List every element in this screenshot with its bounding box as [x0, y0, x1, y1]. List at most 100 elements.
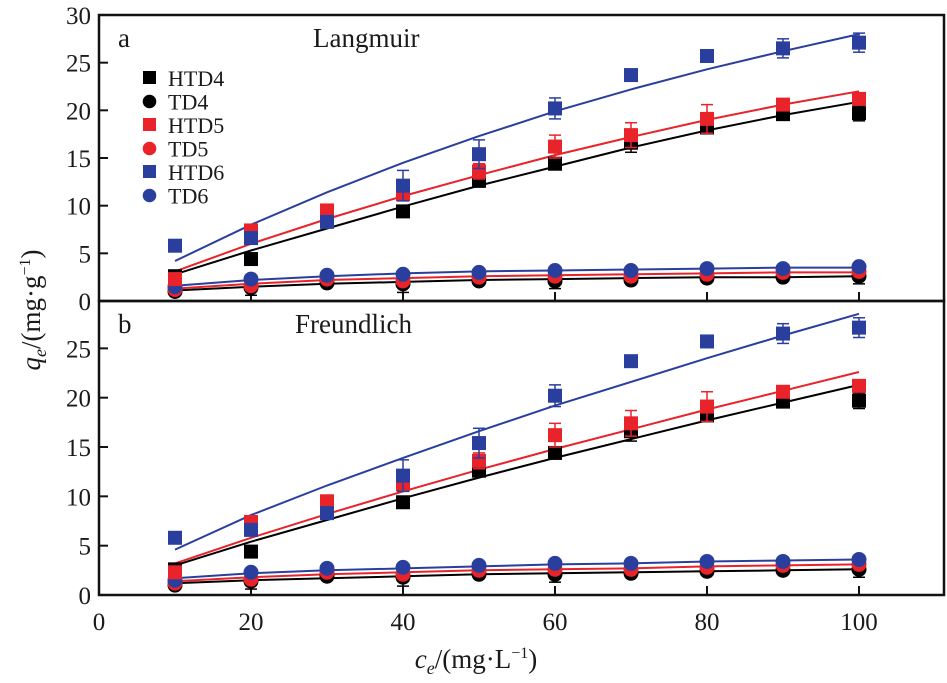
data-point-td6: [547, 555, 563, 571]
legend-label: TD5: [168, 137, 208, 162]
fit-line-htd5-fit: [174, 90, 860, 273]
data-point-td6: [395, 266, 411, 282]
legend-label: HTD5: [168, 113, 224, 138]
fit-line-htd5-fit: [174, 371, 860, 565]
fit-line-htd6-fit: [174, 33, 860, 262]
data-point-htd5: [624, 416, 638, 431]
y-tick-label: 10: [66, 194, 91, 221]
data-point-htd6: [776, 41, 790, 56]
data-point-td6: [775, 553, 791, 569]
data-point-htd4: [852, 393, 866, 408]
data-point-td6: [775, 261, 791, 277]
y-tick-label: 15: [66, 435, 91, 462]
series-td6: [167, 551, 867, 588]
data-point-htd6: [168, 238, 182, 253]
y-axis-label-sup: −1: [17, 258, 34, 275]
series-htd6: [168, 32, 866, 253]
y-axis-label-rest: /(mg·g: [16, 276, 46, 350]
data-point-htd6: [700, 48, 714, 63]
legend-marker-square: [143, 165, 156, 178]
data-point-htd5: [320, 494, 334, 509]
x-axis-label-sub: e: [427, 658, 435, 678]
legend-item-td4: TD4: [142, 90, 208, 115]
panels-layer: 0 5 10 15 20 25 30 a Langmuir 0 5 10 15 20 25 b Freundli…: [66, 3, 946, 636]
data-point-htd6: [396, 468, 410, 483]
legend-label: HTD6: [168, 160, 224, 185]
y-tick-label: 15: [66, 146, 91, 173]
y-tick-label: 30: [66, 3, 91, 30]
data-point-htd6: [244, 522, 258, 537]
fit-line-td6-fit: [174, 558, 860, 580]
data-point-td6: [471, 264, 487, 280]
data-point-htd5: [168, 272, 182, 287]
x-axis-label-rest: /(mg·L: [435, 644, 511, 674]
data-point-td6: [471, 557, 487, 573]
panel-letter: b: [118, 309, 132, 339]
data-point-htd5: [624, 128, 638, 143]
legend-marker-square: [143, 71, 156, 84]
legend-marker-circle: [142, 188, 157, 203]
x-tick-labels: 0 20 40 60 80 100: [93, 609, 878, 636]
data-point-htd4: [396, 495, 410, 510]
data-point-htd5: [700, 399, 714, 414]
series-htd5: [168, 378, 866, 580]
data-point-td6: [319, 267, 335, 283]
panel-b: 0 5 10 15 20 25 b Freundlich: [66, 299, 946, 610]
data-point-htd4: [548, 156, 562, 171]
data-point-td6: [851, 551, 867, 567]
data-point-td6: [851, 259, 867, 275]
y-tick-label: 20: [66, 386, 91, 413]
data-point-htd6: [244, 231, 258, 246]
data-point-htd5: [548, 428, 562, 443]
data-point-htd6: [852, 35, 866, 50]
data-point-htd6: [776, 326, 790, 341]
fit-line-td6-fit: [174, 266, 859, 287]
data-point-td6: [699, 261, 715, 277]
fit-line-htd6-fit: [174, 312, 860, 551]
y-tick-label: 0: [79, 583, 92, 610]
data-point-htd6: [320, 506, 334, 521]
data-point-htd4: [852, 106, 866, 121]
fit-line-td5-fit: [174, 563, 860, 583]
legend-item-td5: TD5: [142, 137, 208, 162]
data-point-td6: [547, 262, 563, 278]
data-point-htd5: [700, 111, 714, 126]
x-tick-label: 0: [93, 609, 106, 636]
fit-line-htd4-fit: [174, 100, 860, 276]
fit-line-htd4-fit: [174, 383, 860, 567]
series-td6: [167, 259, 867, 295]
panel-b-frame: [97, 299, 946, 597]
legend-label: HTD4: [168, 66, 224, 91]
data-point-td6: [623, 262, 639, 278]
data-point-htd6: [168, 530, 182, 545]
legend-marker-circle: [142, 141, 157, 156]
data-point-htd6: [624, 354, 638, 369]
x-tick-label: 40: [391, 609, 416, 636]
data-point-htd4: [548, 445, 562, 460]
x-axis-label-close: ): [528, 644, 537, 674]
data-point-htd5: [548, 139, 562, 154]
data-point-htd6: [548, 388, 562, 403]
data-point-htd6: [396, 178, 410, 193]
y-tick-label: 5: [79, 534, 92, 561]
legend-label: TD4: [168, 90, 208, 115]
svg-text:qe/(mg·g−1): qe/(mg·g−1): [16, 249, 50, 370]
legend-item-td6: TD6: [142, 184, 208, 209]
y-axis-label: qe/(mg·g−1): [16, 249, 50, 370]
y-tick-label: 10: [66, 484, 91, 511]
x-axis-label: ce/(mg·L−1): [415, 644, 538, 678]
legend-marker-square: [143, 118, 156, 131]
legend-item-htd5: HTD5: [143, 113, 224, 138]
x-axis-label-sup: −1: [511, 645, 528, 662]
data-point-htd6: [624, 68, 638, 83]
x-axis-label-var: c: [415, 644, 427, 674]
fit-line-td5-fit: [174, 271, 859, 290]
series-htd6: [168, 317, 866, 545]
legend-item-htd6: HTD6: [143, 160, 224, 185]
data-point-htd4: [244, 544, 258, 559]
data-point-htd5: [776, 384, 790, 399]
data-point-htd5: [852, 91, 866, 106]
legend-marker-circle: [142, 94, 157, 109]
y-tick-label: 0: [79, 289, 92, 316]
panel-letter: a: [118, 23, 130, 53]
